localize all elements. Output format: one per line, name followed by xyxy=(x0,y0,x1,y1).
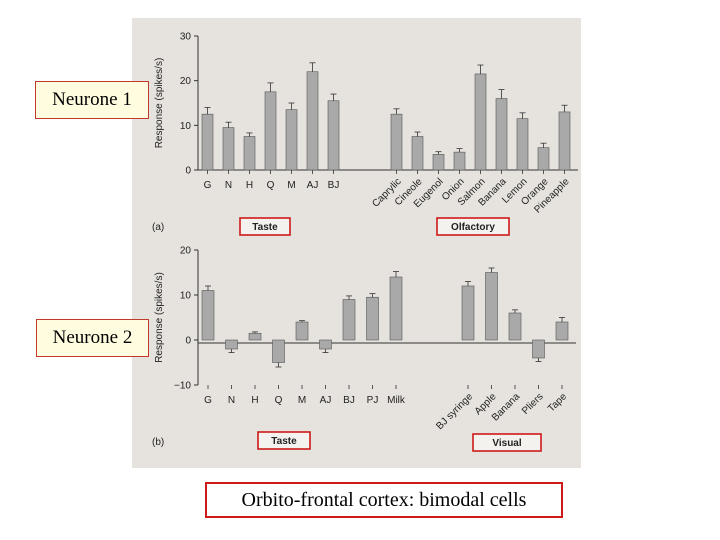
x-tick-label: N xyxy=(228,395,235,406)
bar xyxy=(243,136,256,171)
group-label-box xyxy=(239,217,291,236)
bar xyxy=(411,136,424,171)
x-tick-label: Q xyxy=(275,395,283,406)
x-tick-label: N xyxy=(225,180,232,191)
x-tick-label: BJ xyxy=(328,180,340,191)
bimodal-cells-figure: 0 10 20 30 Response (spikes/s) G N H Q M AJ BJ Taste… xyxy=(132,18,581,468)
bar xyxy=(474,73,487,171)
y-tick-label: 20 xyxy=(180,246,192,257)
group-label: Taste xyxy=(252,222,278,233)
bar xyxy=(272,339,285,363)
x-tick-label: BJ xyxy=(343,395,355,406)
neurone-1-label: Neurone 1 xyxy=(35,81,149,119)
y-tick-label: 10 xyxy=(180,121,192,132)
group-label: Visual xyxy=(492,438,521,449)
x-tick-label: H xyxy=(246,180,253,191)
bar xyxy=(537,147,550,171)
bar xyxy=(201,290,215,341)
bar xyxy=(555,321,569,341)
bar xyxy=(485,272,498,341)
bar xyxy=(366,296,379,341)
bar xyxy=(222,127,235,171)
group-label: Taste xyxy=(271,436,297,447)
panel-label: (b) xyxy=(152,437,164,448)
x-tick-label: H xyxy=(251,395,258,406)
x-tick-label: Pliers xyxy=(520,391,545,416)
bar xyxy=(461,285,475,341)
bar xyxy=(306,71,319,171)
x-tick-label: G xyxy=(204,395,212,406)
figure-caption: Orbito-frontal cortex: bimodal cells xyxy=(205,482,563,518)
bar xyxy=(508,312,522,341)
x-tick-label: AJ xyxy=(307,180,319,191)
bar xyxy=(327,100,340,171)
bar xyxy=(532,339,545,359)
bar xyxy=(342,299,356,341)
y-tick-label: 0 xyxy=(185,166,191,177)
bar xyxy=(319,339,332,350)
neurone-2-label: Neurone 2 xyxy=(36,319,149,357)
bar xyxy=(495,98,508,171)
bar xyxy=(389,276,403,341)
x-tick-label: M xyxy=(298,395,306,406)
y-tick-label: 0 xyxy=(185,336,191,347)
group-label-box xyxy=(472,433,542,452)
group-label-box xyxy=(436,217,510,236)
bar xyxy=(295,321,309,341)
panel-label: (a) xyxy=(152,222,164,233)
bar xyxy=(248,332,262,341)
bar xyxy=(201,113,214,171)
x-tick-label: G xyxy=(204,180,212,191)
bar xyxy=(558,111,571,171)
x-tick-label: BJ syringe xyxy=(434,391,475,432)
y-axis-label: Response (spikes/s) xyxy=(154,272,165,363)
bar-charts: 0 10 20 30 Response (spikes/s) G N H Q M AJ BJ Taste… xyxy=(152,32,578,452)
bar xyxy=(225,339,238,350)
group-label: Olfactory xyxy=(451,222,495,233)
x-tick-label: AJ xyxy=(320,395,332,406)
bar xyxy=(432,154,445,171)
group-label-box xyxy=(257,431,311,450)
bar xyxy=(285,109,298,171)
y-axis-label: Response (spikes/s) xyxy=(154,58,165,149)
x-tick-label: Tape xyxy=(546,391,569,414)
x-tick-label: PJ xyxy=(367,395,379,406)
y-tick-label: 20 xyxy=(180,76,192,87)
bar xyxy=(264,91,277,171)
bar xyxy=(453,151,466,171)
bar xyxy=(516,118,529,171)
y-tick-label: 30 xyxy=(180,32,192,43)
y-tick-label: −10 xyxy=(174,381,191,392)
x-tick-label: Q xyxy=(267,180,275,191)
y-tick-label: 10 xyxy=(180,291,192,302)
x-tick-label: M xyxy=(287,180,295,191)
bar xyxy=(390,113,403,171)
x-tick-label: Milk xyxy=(387,395,406,406)
